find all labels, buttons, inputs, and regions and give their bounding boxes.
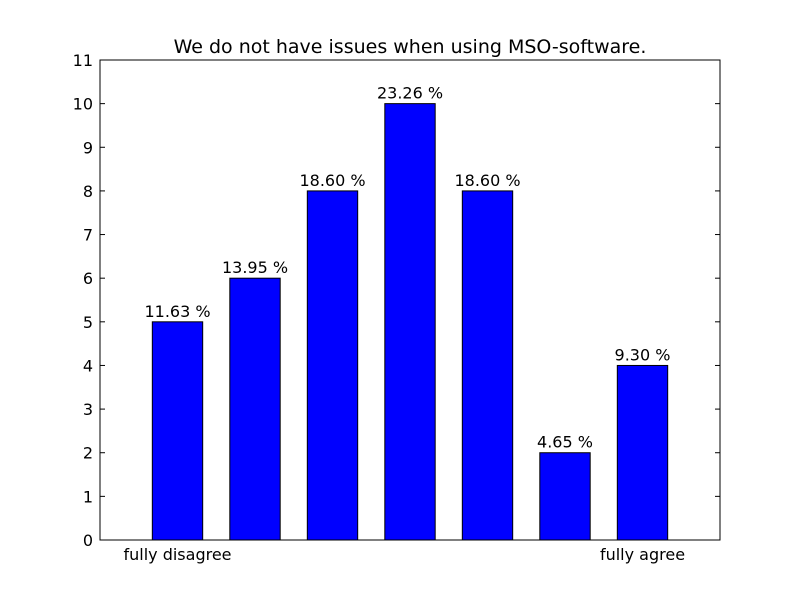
x-category-label-1: fully disagree	[123, 545, 231, 564]
bars-layer	[151, 103, 669, 541]
bar-7	[616, 364, 669, 541]
y-tick-label: 2	[83, 444, 93, 463]
bar-1	[151, 321, 204, 541]
y-tick-label: 1	[83, 487, 93, 506]
bar-5	[461, 190, 514, 541]
data-label-2: 13.95 %	[222, 258, 288, 277]
y-tick-label: 5	[83, 313, 93, 332]
y-tick-label: 11	[73, 51, 93, 70]
y-tick-label: 9	[83, 138, 93, 157]
bar-3	[306, 190, 359, 541]
data-label-1: 11.63 %	[144, 302, 210, 321]
data-label-6: 4.65 %	[537, 433, 593, 452]
data-label-3: 18.60 %	[299, 171, 365, 190]
bar-6	[539, 452, 591, 541]
y-tick-label: 8	[83, 182, 93, 201]
bar-2	[229, 277, 281, 541]
plot-frame	[99, 59, 721, 541]
y-tick-label: 0	[83, 531, 93, 550]
chart-title: We do not have issues when using MSO-sof…	[174, 36, 647, 58]
data-label-7: 9.30 %	[615, 345, 671, 364]
y-tick-label: 10	[73, 95, 93, 114]
y-tick-label: 7	[83, 226, 93, 245]
y-tick-label: 3	[83, 400, 93, 419]
x-category-label-7: fully agree	[600, 545, 685, 564]
labels-layer: 11.63 % 13.95 % 18.60 % 23.26 % 18.60 % 4.65 …	[73, 51, 685, 564]
axes-layer	[99, 59, 721, 541]
bar-4	[384, 103, 436, 541]
data-label-5: 18.60 %	[454, 171, 520, 190]
y-tick-label: 4	[83, 356, 93, 375]
data-label-4: 23.26 %	[377, 84, 443, 103]
y-tick-label: 6	[83, 269, 93, 288]
